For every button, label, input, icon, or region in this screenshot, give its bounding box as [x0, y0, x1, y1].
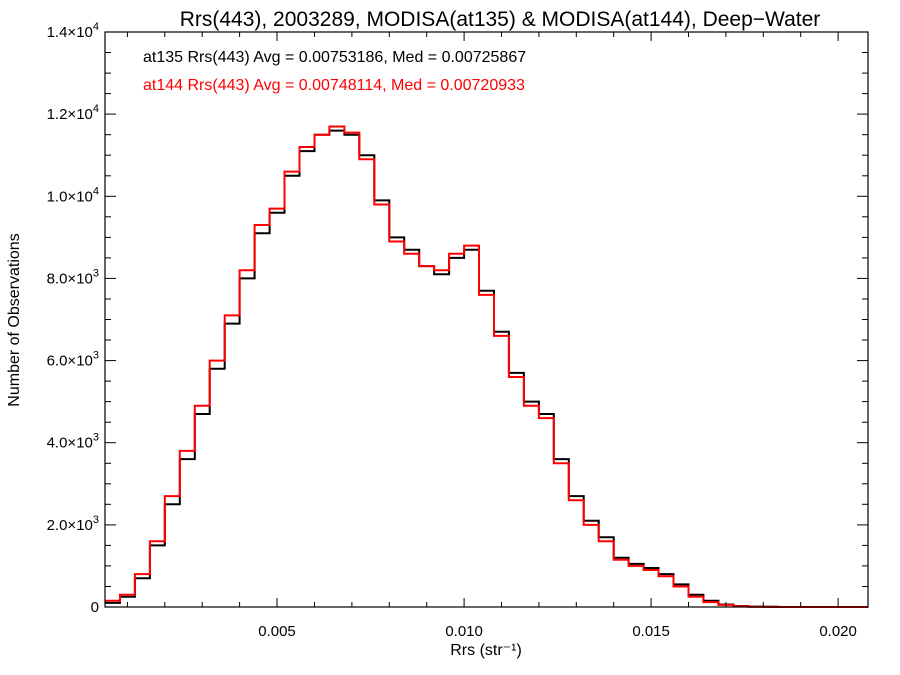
x-tick-label-3: 0.020: [819, 623, 857, 640]
series-2-line: [105, 125, 868, 608]
y-tick-label-4: 8.0×103: [47, 267, 99, 287]
series-1-line: [105, 129, 868, 608]
y-tick-label-7: 1.4×104: [47, 21, 99, 41]
y-axis-label: Number of Observations: [6, 233, 23, 406]
legend-entry-2: at144 Rrs(443) Avg = 0.00748114, Med = 0…: [143, 77, 525, 94]
x-axis-label: Rrs (str⁻¹): [450, 642, 522, 659]
y-tick-label-6: 1.2×104: [47, 103, 99, 123]
y-axis-ticks: 0 2.0×103 4.0×103 6.0×103 8.0×103 1.0×104 1.2×…: [47, 21, 868, 616]
y-tick-label-3: 6.0×103: [47, 350, 99, 370]
y-tick-label-0: 0: [91, 599, 99, 616]
legend: at135 Rrs(443) Avg = 0.00753186, Med = 0…: [143, 49, 526, 94]
x-axis-ticks: 0.005 0.010 0.015 0.020: [126, 32, 857, 640]
series-layer: [105, 125, 868, 608]
y-tick-label-1: 2.0×103: [47, 514, 99, 534]
x-tick-label-0: 0.005: [258, 623, 296, 640]
y-tick-label-5: 1.0×104: [47, 185, 99, 205]
x-tick-label-1: 0.010: [445, 623, 483, 640]
legend-entry-1: at135 Rrs(443) Avg = 0.00753186, Med = 0…: [143, 49, 526, 66]
y-tick-label-2: 4.0×103: [47, 432, 99, 452]
chart-title: Rrs(443), 2003289, MODISA(at135) & MODIS…: [180, 8, 821, 31]
x-tick-label-2: 0.015: [632, 623, 670, 640]
plot-frame: [104, 31, 869, 608]
